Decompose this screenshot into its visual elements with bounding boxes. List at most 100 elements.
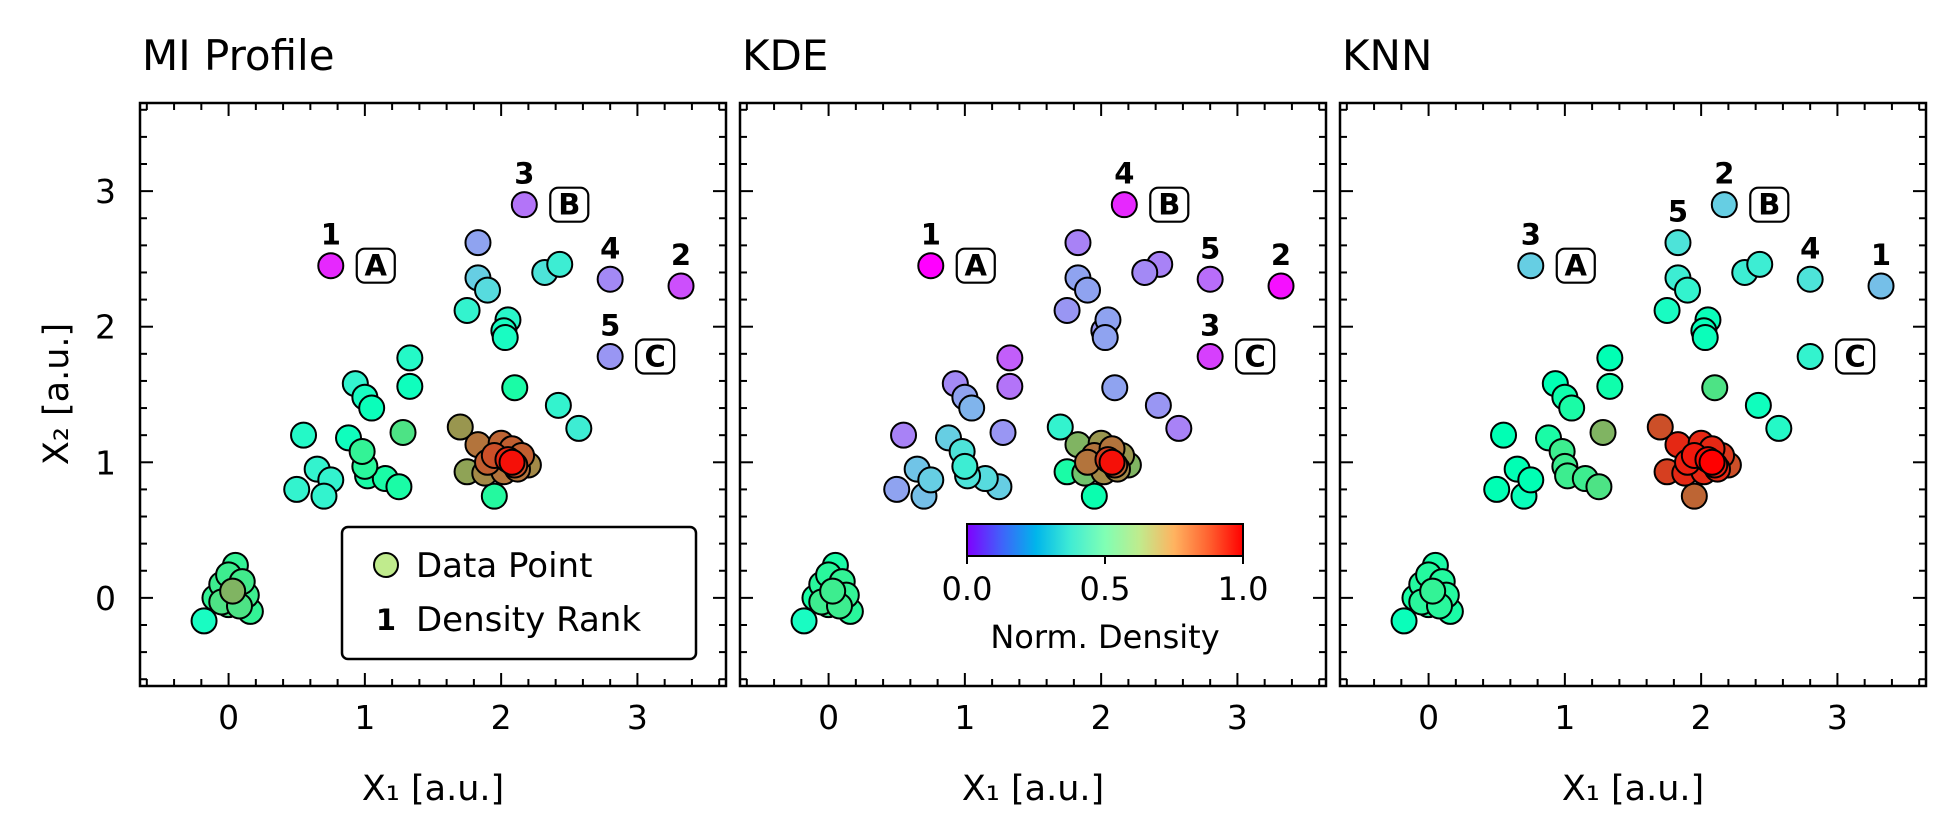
cluster-label: C <box>644 340 665 374</box>
data-point <box>1796 343 1824 371</box>
data-point <box>565 414 593 442</box>
data-point <box>1646 413 1674 441</box>
density-rank-label: 3 <box>514 157 534 191</box>
data-point <box>1064 229 1092 257</box>
data-point <box>501 374 529 402</box>
data-point <box>1698 448 1726 476</box>
y-axis-label: X₂ [a.u.] <box>37 323 77 465</box>
x-tick-label: 3 <box>627 698 648 737</box>
plot-frame <box>138 101 728 688</box>
x-axis-label: X₁ [a.u.] <box>1562 769 1704 809</box>
data-point <box>989 418 1017 446</box>
x-tick-label: 3 <box>1827 698 1848 737</box>
cluster-label: C <box>1844 340 1865 374</box>
density-rank-label: 5 <box>1668 195 1688 229</box>
data-point <box>1110 191 1138 219</box>
density-rank-label: 3 <box>1521 218 1541 252</box>
x-tick-label: 0 <box>1418 698 1439 737</box>
colorbar: 0.0 0.5 1.0 Norm. Density <box>942 523 1268 656</box>
data-point <box>1053 296 1081 324</box>
cluster-label: B <box>1158 188 1180 222</box>
x-axis-label: X₁ [a.u.] <box>962 769 1104 809</box>
cluster-label-box <box>355 247 396 284</box>
data-point <box>917 252 945 280</box>
x-tick-label: 1 <box>954 698 975 737</box>
x-tick-label: 1 <box>354 698 375 737</box>
cluster-label: B <box>1758 188 1780 222</box>
colorbar-gradient <box>966 523 1244 557</box>
data-point <box>290 421 318 449</box>
data-point <box>1074 276 1102 304</box>
y-tick-label: 0 <box>95 579 116 618</box>
panel-title: KNN <box>1342 31 1432 80</box>
data-point <box>453 296 481 324</box>
density-rank-label: 3 <box>1200 309 1220 343</box>
data-point <box>1517 252 1545 280</box>
data-point <box>510 191 538 219</box>
data-point <box>1131 258 1159 286</box>
data-point <box>1390 607 1418 635</box>
panel-title: MI Profile <box>142 31 335 80</box>
colorbar-tick-label: 0.5 <box>1080 570 1131 608</box>
data-point <box>283 475 311 503</box>
data-point <box>1483 475 1511 503</box>
cluster-label-box <box>635 338 676 375</box>
data-point <box>498 448 526 476</box>
legend: Data Point 1 Density Rank <box>340 525 698 661</box>
data-point <box>1680 482 1708 510</box>
data-point <box>310 482 338 510</box>
x-tick-label: 2 <box>1691 698 1712 737</box>
y-tick-label: 2 <box>95 308 116 347</box>
panel-mi-profile: MI Profile 0 1 2 3 0 1 2 3 1 3 2 4 5 A B C X₁ [a.u.] X₂… <box>37 31 728 809</box>
legend-rank-symbol: 1 <box>376 603 396 637</box>
data-point <box>317 252 345 280</box>
data-point <box>596 265 624 293</box>
data-point <box>890 421 918 449</box>
x-axis-label: X₁ [a.u.] <box>362 769 504 809</box>
data-point <box>1196 343 1224 371</box>
x-tick-label: 3 <box>1227 698 1248 737</box>
data-point <box>1596 372 1624 400</box>
data-point <box>389 418 417 446</box>
data-point <box>1796 265 1824 293</box>
data-point <box>546 250 574 278</box>
data-point <box>1746 250 1774 278</box>
data-point <box>1585 473 1613 501</box>
data-point <box>1674 276 1702 304</box>
data-point <box>1765 414 1793 442</box>
legend-data-point-label: Data Point <box>416 546 592 586</box>
cluster-label-box <box>1149 186 1190 223</box>
colorbar-label: Norm. Density <box>990 618 1219 656</box>
data-point <box>883 475 911 503</box>
data-point <box>219 577 247 605</box>
data-point <box>819 577 847 605</box>
data-point <box>1701 374 1729 402</box>
x-tick-label: 1 <box>1554 698 1575 737</box>
data-point <box>385 473 413 501</box>
density-rank-label: 2 <box>1714 157 1734 191</box>
data-point <box>996 372 1024 400</box>
legend-frame <box>340 525 698 661</box>
data-point <box>464 229 492 257</box>
data-point <box>544 391 572 419</box>
data-point <box>1867 272 1895 300</box>
cluster-label: A <box>365 249 388 283</box>
data-point <box>1144 391 1172 419</box>
cluster-label: A <box>1565 249 1588 283</box>
data-point <box>596 343 624 371</box>
data-point <box>1744 391 1772 419</box>
data-point <box>996 344 1024 372</box>
legend-data-point-marker <box>373 552 399 578</box>
data-point <box>1196 265 1224 293</box>
data-point <box>917 466 945 494</box>
data-point <box>190 607 218 635</box>
panel-title: KDE <box>742 31 828 80</box>
data-point <box>1091 324 1119 352</box>
x-tick-label: 2 <box>491 698 512 737</box>
cluster-label: C <box>1244 340 1265 374</box>
density-rank-label: 1 <box>1871 238 1891 272</box>
cluster-label-box <box>1555 247 1596 284</box>
panel-kde: KDE 0 1 2 3 1 4 2 5 3 A B C X₁ [a.u.] <box>738 31 1328 809</box>
data-point <box>958 394 986 422</box>
data-point <box>790 607 818 635</box>
